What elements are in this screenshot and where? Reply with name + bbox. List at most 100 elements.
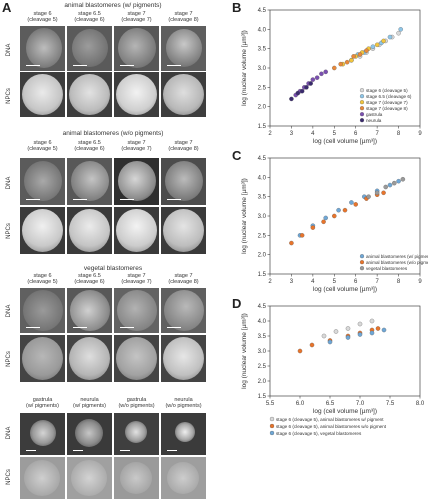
micrograph-npcs [67,207,112,254]
data-point [383,184,388,190]
stage-label: gastrula (w/o pigments) [118,397,155,409]
y-tick-label: 4.5 [258,304,267,310]
x-tick-label: 3 [290,279,294,285]
x-tick-label: 4 [311,279,315,285]
y-tick-label: 4.0 [258,319,267,325]
micrograph-dna [67,288,112,333]
panel-letter-d: D [232,296,242,311]
micrograph-dna [20,413,65,455]
y-tick-label: 3.0 [258,349,267,355]
data-point [374,42,380,48]
y-tick-label: 3.5 [258,47,267,53]
legend-label: vegetal blastomeres [366,266,408,271]
data-point [332,213,337,219]
data-point [319,71,324,77]
data-point [327,339,333,345]
data-point [366,194,371,199]
scale-bar [120,327,134,328]
micrograph-npcs [67,72,112,117]
micrograph-npcs [20,207,65,254]
data-point [344,59,350,65]
data-point [369,318,375,324]
micrograph-npcs [20,457,65,499]
micrograph-npcs [161,72,206,117]
legend-label: neurula [366,118,382,123]
data-point [387,182,393,188]
x-tick-label: 4 [311,131,315,137]
data-point [375,326,381,331]
y-tick-label: 1.5 [258,394,267,400]
data-point [338,61,343,67]
scale-bar [120,199,134,200]
y-tick-label: 2.0 [258,253,267,259]
data-point [381,190,386,196]
x-tick-label: 6 [354,131,358,137]
x-tick-label: 2 [268,279,272,285]
x-tick-label: 5 [333,131,337,137]
row-label-dna: DNA [6,176,12,190]
section-title: animal blastomeres (w/o pigments) [62,130,164,137]
data-point [353,202,358,207]
data-point [295,90,301,96]
row-label-npcs: NPCs [6,469,12,485]
data-point [349,200,354,205]
y-tick-label: 4.0 [258,175,267,181]
y-axis-label: log (nuclear volume [µm³]) [241,30,248,106]
data-point [304,85,309,90]
scale-bar [167,199,181,200]
stage-label: neurula (w/ pigments) [72,397,106,409]
x-tick-label: 5.5 [266,401,275,407]
micrograph-dna [114,288,159,333]
legend-marker [269,430,275,436]
legend-label: stage 6 (cleavage 5), animal blastomeres… [276,417,384,422]
x-tick-label: 9 [418,131,422,137]
micrograph-npcs [20,72,65,117]
legend-marker [359,260,365,265]
scale-bar [167,450,177,451]
data-point [387,34,393,40]
data-point [381,38,386,44]
data-point [392,180,397,186]
scale-bar [26,327,40,328]
micrograph-dna [161,26,206,71]
legend-marker [359,112,365,117]
data-point [374,190,380,196]
stage-label: stage 6 (cleavage 5) [27,11,58,23]
y-tick-label: 1.5 [258,124,267,130]
data-point [396,30,401,36]
y-tick-label: 4.0 [258,27,267,33]
legend-label: animal blastomeres (w/ pigments) [366,254,428,259]
stage-label: neurula (w/o pigments) [165,397,202,409]
micrograph-dna [20,158,65,205]
scale-bar [167,327,181,328]
x-tick-label: 7.5 [386,401,395,407]
y-tick-label: 2.5 [258,233,267,239]
scatter-chart-b: 2 3 4 5 6 7 8 9 1.5 2.0 2.5 3.0 3.5 4.0 4.5 log (cell v… [241,8,422,145]
legend-label: stage 7 (cleavage 7) [366,100,408,105]
legend-label: gastrula [366,112,383,117]
micrograph-dna [67,158,112,205]
x-tick-label: 9 [418,279,422,285]
micrograph-dna [161,413,206,455]
micrograph-npcs [114,207,159,254]
data-point [398,27,403,32]
legend-label: stage 6 (cleavage 5), vegetal blastomere… [276,431,362,436]
data-point [400,177,406,182]
stage-label: stage 6 (cleavage 5) [27,140,58,152]
legend-marker [359,94,365,99]
data-point [369,330,375,336]
x-tick-label: 8 [397,279,401,285]
micrograph-npcs [20,335,65,382]
stage-label: stage 6 (cleavage 5) [27,273,58,285]
legend-marker [359,100,365,105]
x-tick-label: 8.0 [416,401,425,407]
stage-label: stage 7 (cleavage 7) [121,273,152,285]
x-axis-label: log (cell volume [µm³]) [313,286,377,293]
y-tick-label: 4.5 [258,156,267,162]
row-label-dna: DNA [6,304,12,318]
stage-label: gastrula (w/ pigments) [25,397,59,409]
micrograph-dna [20,288,65,333]
micrograph-npcs [114,335,159,382]
micrograph-npcs [67,335,112,382]
scale-bar [73,327,87,328]
